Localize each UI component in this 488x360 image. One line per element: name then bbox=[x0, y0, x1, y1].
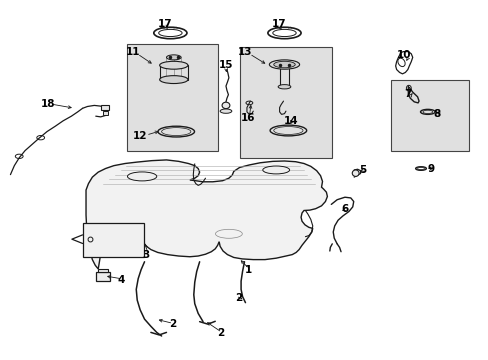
Bar bbox=[239, 47, 331, 158]
Ellipse shape bbox=[127, 172, 157, 181]
Text: 2: 2 bbox=[168, 319, 176, 329]
Ellipse shape bbox=[220, 109, 231, 113]
Ellipse shape bbox=[273, 61, 295, 68]
Text: 14: 14 bbox=[283, 116, 298, 126]
PathPatch shape bbox=[86, 160, 327, 269]
Text: 16: 16 bbox=[241, 113, 255, 123]
Bar bbox=[103, 111, 108, 116]
Text: 17: 17 bbox=[272, 19, 286, 29]
Text: 13: 13 bbox=[238, 46, 252, 57]
Text: 8: 8 bbox=[432, 109, 440, 120]
Text: 5: 5 bbox=[358, 165, 366, 175]
Ellipse shape bbox=[278, 85, 290, 89]
Text: 11: 11 bbox=[126, 46, 140, 57]
Bar bbox=[96, 272, 110, 281]
Text: 9: 9 bbox=[427, 163, 433, 174]
Text: 18: 18 bbox=[41, 99, 56, 109]
Bar bbox=[390, 80, 468, 151]
Text: 1: 1 bbox=[244, 265, 251, 275]
Bar bbox=[82, 223, 143, 257]
Text: 6: 6 bbox=[341, 204, 348, 215]
Text: 12: 12 bbox=[132, 131, 146, 141]
Text: 15: 15 bbox=[218, 60, 233, 70]
Text: 2: 2 bbox=[217, 328, 224, 338]
Ellipse shape bbox=[159, 61, 187, 69]
Ellipse shape bbox=[269, 60, 299, 69]
Bar bbox=[127, 44, 217, 151]
Ellipse shape bbox=[159, 76, 187, 84]
Bar bbox=[98, 269, 108, 272]
Text: 7: 7 bbox=[404, 89, 411, 99]
Ellipse shape bbox=[351, 170, 358, 176]
Text: 17: 17 bbox=[158, 19, 172, 29]
Ellipse shape bbox=[166, 55, 181, 60]
Ellipse shape bbox=[262, 166, 289, 174]
Text: 10: 10 bbox=[396, 50, 411, 60]
Text: 2: 2 bbox=[235, 293, 242, 303]
Text: 3: 3 bbox=[142, 249, 149, 260]
Text: 4: 4 bbox=[118, 275, 125, 285]
Ellipse shape bbox=[222, 102, 229, 109]
Bar bbox=[101, 105, 109, 111]
